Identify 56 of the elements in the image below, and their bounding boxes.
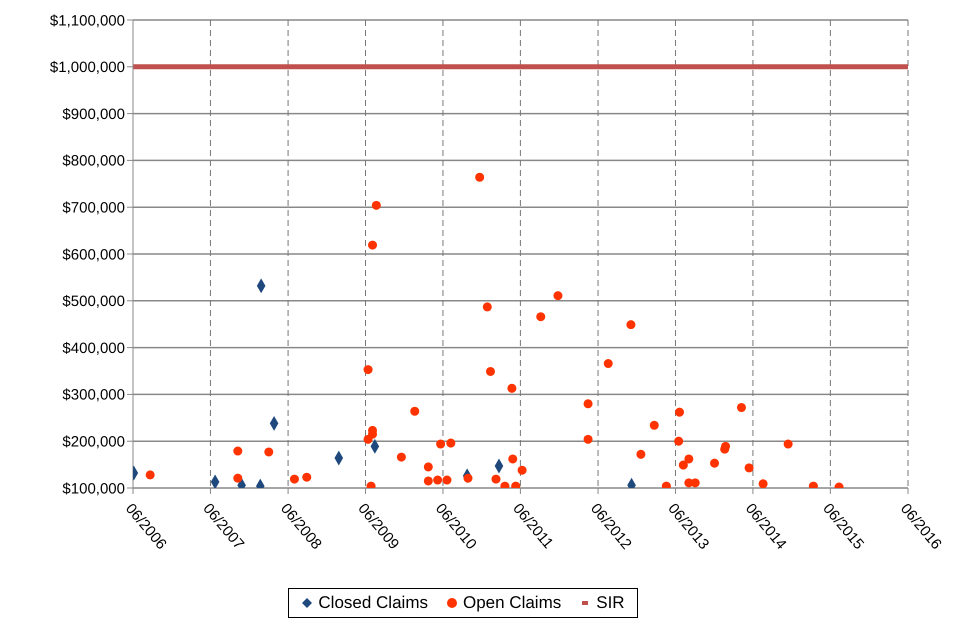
point xyxy=(233,474,242,483)
point xyxy=(446,438,456,448)
y-tick-label: $800,000 xyxy=(62,152,125,170)
y-tick-label: $500,000 xyxy=(62,293,125,310)
point xyxy=(372,200,381,210)
y-tick-label: $1,100,000 xyxy=(50,12,125,30)
point xyxy=(636,450,646,459)
y-tick-label: $700,000 xyxy=(62,200,125,217)
point xyxy=(302,472,312,482)
point xyxy=(368,240,378,250)
point xyxy=(463,474,473,483)
point xyxy=(433,476,442,485)
point xyxy=(364,365,373,374)
point xyxy=(146,470,155,480)
point xyxy=(744,463,754,472)
point xyxy=(553,291,562,300)
point xyxy=(264,447,274,456)
point xyxy=(233,446,242,456)
y-tick-label: $900,000 xyxy=(62,106,125,123)
point xyxy=(508,454,518,464)
point xyxy=(678,460,688,470)
point xyxy=(710,458,720,468)
point xyxy=(626,320,636,330)
y-tick-label: $100,000 xyxy=(62,480,125,498)
point xyxy=(424,476,433,486)
point xyxy=(475,172,484,182)
point xyxy=(674,436,684,446)
y-tick-label: $200,000 xyxy=(62,434,125,451)
point xyxy=(518,466,527,475)
legend-label: SIR xyxy=(596,593,625,613)
point xyxy=(758,479,768,488)
legend-label: Open Claims xyxy=(462,593,562,613)
point xyxy=(684,454,694,464)
point xyxy=(424,462,433,472)
point xyxy=(674,408,684,417)
y-tick-label: $600,000 xyxy=(62,246,125,264)
point xyxy=(584,434,593,444)
point xyxy=(604,359,613,368)
point xyxy=(650,420,659,430)
point xyxy=(491,474,501,484)
point xyxy=(436,440,446,449)
point xyxy=(442,476,452,485)
point xyxy=(396,452,406,462)
point xyxy=(584,399,593,408)
legend-label: Closed Claims xyxy=(318,593,428,613)
y-tick-label: $1,000,000 xyxy=(50,59,125,76)
point xyxy=(410,406,420,416)
y-tick-label: $400,000 xyxy=(62,340,125,357)
point xyxy=(736,403,746,412)
point xyxy=(536,312,546,322)
point xyxy=(507,384,516,393)
y-tick-label: $300,000 xyxy=(62,386,125,404)
point xyxy=(784,440,793,449)
point xyxy=(482,302,492,312)
point xyxy=(486,366,495,376)
point xyxy=(290,474,299,484)
